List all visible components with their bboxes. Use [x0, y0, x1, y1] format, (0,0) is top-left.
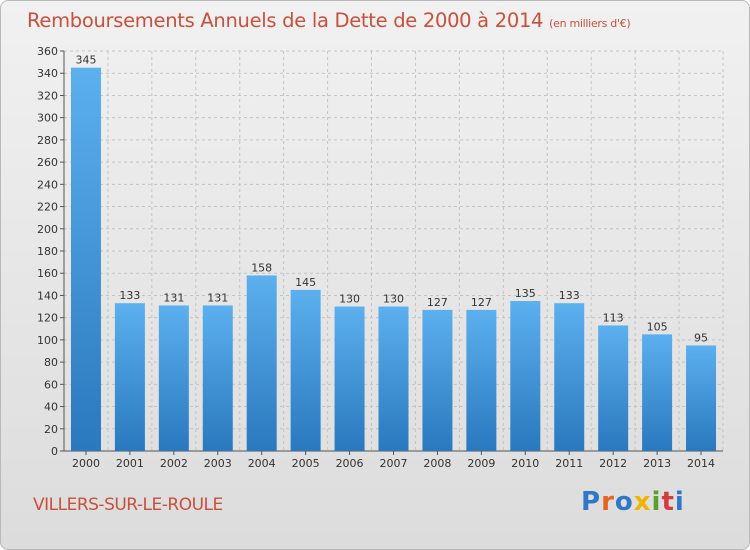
value-label: 135 [515, 287, 536, 300]
y-tick-label: 260 [37, 156, 58, 169]
y-tick-label: 280 [37, 134, 58, 147]
value-label: 127 [427, 296, 448, 309]
bars [70, 67, 717, 452]
value-label: 127 [471, 296, 492, 309]
x-tick-label: 2013 [643, 457, 671, 470]
y-tick-label: 220 [37, 201, 58, 214]
x-tick-label: 2000 [72, 457, 100, 470]
logo-letter: r [601, 487, 615, 517]
bar [642, 334, 673, 451]
y-tick-labels: 0 20 40 60 80 100 120 140 160 180 200 220 240 260 280 3… [37, 45, 58, 458]
y-tick-label: 60 [44, 378, 58, 391]
value-label: 130 [339, 293, 360, 306]
value-label: 133 [119, 289, 140, 302]
y-tick-label: 360 [37, 45, 58, 58]
bar [378, 306, 409, 451]
value-label: 158 [251, 261, 272, 274]
value-label: 95 [694, 331, 708, 344]
y-tick-label: 100 [37, 334, 58, 347]
x-tick-label: 2011 [555, 457, 583, 470]
x-tick-labels: 2000 2001 2002 2003 2004 2005 2006 2007 2008 2009… [72, 457, 715, 470]
chart-title-text: Remboursements Annuels de la Dette de 20… [27, 9, 544, 32]
logo-letter: x [633, 487, 652, 517]
logo-letter: i [674, 487, 685, 517]
x-tick-label: 2009 [467, 457, 495, 470]
y-tick-label: 200 [37, 223, 58, 236]
bar [70, 67, 101, 452]
bar [246, 275, 277, 451]
bar [510, 301, 541, 451]
bar [202, 305, 233, 451]
chart-title: Remboursements Annuels de la Dette de 20… [27, 9, 631, 32]
bar [686, 345, 717, 451]
value-label: 105 [647, 320, 668, 333]
bar [598, 325, 629, 451]
logo-letter: i [651, 487, 662, 517]
x-tick-label: 2008 [423, 457, 451, 470]
logo-letter: P [581, 487, 602, 517]
bar [554, 303, 585, 451]
y-tick-label: 340 [37, 67, 58, 80]
value-label: 145 [295, 276, 316, 289]
x-tick-label: 2001 [116, 457, 144, 470]
value-label: 133 [559, 289, 580, 302]
y-tick-label: 140 [37, 289, 58, 302]
y-tick-label: 180 [37, 245, 58, 258]
bar [158, 305, 189, 451]
x-tick-label: 2003 [204, 457, 232, 470]
x-tick-label: 2004 [248, 457, 276, 470]
y-tick-label: 0 [51, 445, 58, 458]
value-label: 113 [603, 311, 624, 324]
y-tick-label: 80 [44, 356, 58, 369]
y-tick-label: 20 [44, 423, 58, 436]
y-tick-label: 240 [37, 178, 58, 191]
unit-note: (en milliers d'€) [549, 17, 631, 30]
x-tick-label: 2002 [160, 457, 188, 470]
x-tick-label: 2005 [292, 457, 320, 470]
y-tick-label: 120 [37, 312, 58, 325]
bar [466, 309, 497, 451]
x-tick-label: 2014 [687, 457, 715, 470]
y-tick-label: 160 [37, 267, 58, 280]
bar [334, 306, 365, 451]
x-tick-label: 2012 [599, 457, 627, 470]
value-label: 131 [207, 291, 228, 304]
x-tick-label: 2007 [380, 457, 408, 470]
y-tick-label: 40 [44, 401, 58, 414]
value-labels: 345 133 131 131 158 145 130 130 127 127 135 133 113 1… [75, 54, 708, 345]
bar [114, 303, 145, 451]
x-tick-label: 2006 [336, 457, 364, 470]
logo-letter: t [661, 487, 675, 517]
y-tick-label: 300 [37, 112, 58, 125]
city-name: VILLERS-SUR-LE-ROULE [33, 495, 223, 515]
y-tick-label: 320 [37, 89, 58, 102]
proxiti-logo: Proxiti [581, 487, 685, 517]
bar [422, 309, 453, 451]
x-tick-label: 2010 [511, 457, 539, 470]
value-label: 130 [383, 293, 404, 306]
logo-letter: o [614, 487, 634, 517]
value-label: 345 [75, 54, 96, 67]
bar [290, 289, 321, 451]
value-label: 131 [163, 291, 184, 304]
